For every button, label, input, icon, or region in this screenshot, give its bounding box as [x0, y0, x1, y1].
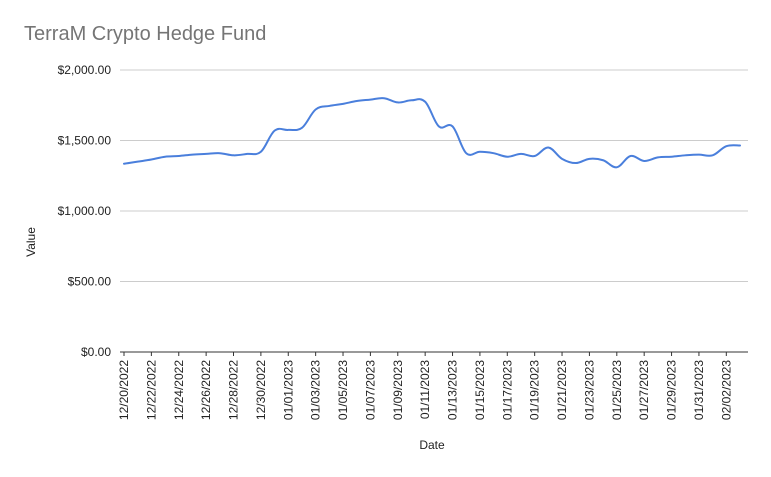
data-point: [478, 150, 482, 154]
x-tick-label: 01/29/2023: [665, 360, 679, 420]
data-point: [300, 126, 304, 130]
y-tick-label: $2,000.00: [58, 63, 112, 77]
x-tick-label: 01/03/2023: [309, 360, 323, 420]
x-tick-label: 01/09/2023: [391, 360, 405, 420]
data-point: [286, 128, 290, 132]
data-point: [451, 124, 455, 128]
data-point: [259, 150, 263, 154]
data-point: [382, 96, 386, 100]
x-tick-label: 01/13/2023: [446, 360, 460, 420]
data-point: [327, 104, 331, 108]
data-point: [122, 162, 126, 166]
data-point: [615, 165, 619, 169]
data-point: [519, 152, 523, 156]
value-series-line: [123, 97, 741, 169]
data-point: [396, 100, 400, 104]
data-point: [724, 144, 728, 148]
data-point: [601, 158, 605, 162]
data-point: [697, 153, 701, 157]
data-point: [232, 153, 236, 157]
x-tick-label: 01/27/2023: [637, 360, 651, 420]
data-point: [560, 157, 564, 161]
data-point: [314, 107, 318, 111]
y-axis-ticks: $0.00 $500.00 $1,000.00 $1,500.00 $2,000.00: [58, 63, 112, 359]
x-tick-label: 01/17/2023: [500, 360, 514, 420]
data-point: [341, 102, 345, 106]
data-point: [492, 151, 496, 155]
data-point: [656, 155, 660, 159]
gridlines: [120, 69, 748, 353]
data-point: [574, 161, 578, 165]
x-tick-label: 01/19/2023: [528, 360, 542, 420]
data-point: [437, 124, 441, 128]
data-point: [670, 155, 674, 159]
y-tick-label: $1,500.00: [58, 134, 112, 148]
data-point: [163, 155, 167, 159]
data-point: [409, 98, 413, 102]
x-tick-label: 12/28/2022: [227, 360, 241, 420]
y-tick-label: $0.00: [81, 345, 111, 359]
y-axis-title: Value: [24, 227, 38, 257]
data-point: [368, 98, 372, 102]
data-point: [587, 157, 591, 161]
data-point: [642, 159, 646, 163]
data-point: [177, 154, 181, 158]
x-tick-label: 12/30/2022: [254, 360, 268, 420]
x-tick-label: 01/15/2023: [473, 360, 487, 420]
x-tick-label: 12/24/2022: [172, 360, 186, 420]
x-tick-label: 01/05/2023: [336, 360, 350, 420]
x-tick-label: 01/25/2023: [610, 360, 624, 420]
x-tick-label: 01/23/2023: [582, 360, 596, 420]
data-point: [204, 152, 208, 156]
x-tick-label: 01/11/2023: [418, 360, 432, 419]
x-tick-label: 01/07/2023: [363, 360, 377, 420]
x-tick-label: 12/20/2022: [117, 360, 131, 420]
x-tick-label: 01/21/2023: [555, 360, 569, 420]
data-point: [245, 152, 249, 156]
data-point: [505, 155, 509, 159]
x-tick-label: 02/02/2023: [719, 360, 733, 420]
y-tick-label: $1,000.00: [58, 204, 112, 218]
data-point: [628, 154, 632, 158]
x-tick-label: 01/01/2023: [281, 360, 295, 420]
x-axis-ticks: 12/20/2022 12/22/2022 12/24/2022 12/26/2022…: [117, 352, 733, 420]
series-layer: [122, 96, 742, 169]
x-tick-label: 01/31/2023: [692, 360, 706, 420]
data-point: [683, 153, 687, 157]
data-point: [738, 143, 742, 147]
data-point: [273, 129, 277, 133]
x-tick-label: 12/26/2022: [199, 360, 213, 420]
x-tick-label: 12/22/2022: [144, 360, 158, 420]
chart-title: TerraM Crypto Hedge Fund: [24, 23, 267, 45]
data-point: [190, 153, 194, 157]
y-tick-label: $500.00: [68, 275, 112, 289]
data-point: [136, 160, 140, 164]
data-point: [355, 99, 359, 103]
x-axis-title: Date: [419, 438, 445, 452]
data-point: [464, 151, 468, 155]
data-point: [533, 154, 537, 158]
data-point: [149, 158, 153, 162]
data-point: [218, 151, 222, 155]
data-point: [423, 100, 427, 104]
data-point: [546, 146, 550, 150]
data-point: [711, 153, 715, 157]
